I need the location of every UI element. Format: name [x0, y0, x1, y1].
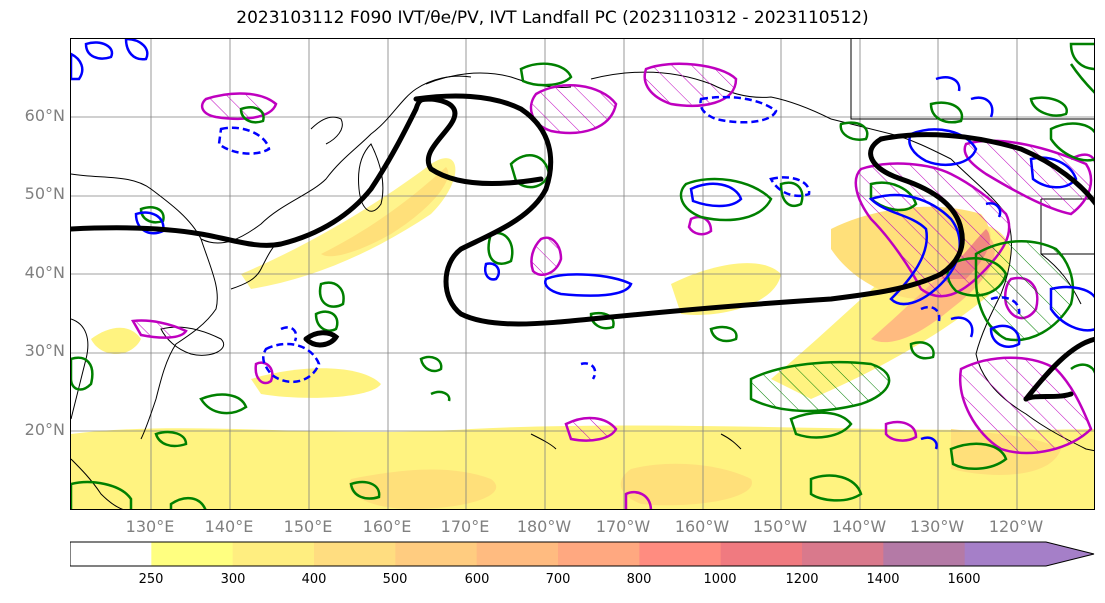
- colorbar: [69, 541, 1095, 571]
- colorbar-tick-400: 400: [301, 572, 327, 587]
- lon-label-180w: 180°W: [516, 517, 572, 536]
- colorbar-segment: [314, 542, 396, 566]
- colorbar-segment: [476, 542, 559, 566]
- landfall-pc-areas: [130, 62, 1094, 509]
- colorbar-segment: [232, 542, 315, 566]
- lon-label-150w: 150°W: [752, 517, 808, 536]
- pv-contours: [71, 39, 1094, 450]
- lon-label-160w: 160°W: [674, 517, 730, 536]
- colorbar-segment: [883, 542, 966, 566]
- colorbar-tick-300: 300: [220, 572, 246, 587]
- colorbar-tick-1400: 1400: [866, 572, 900, 587]
- lon-label-140e: 140°E: [204, 517, 254, 536]
- lon-label-150e: 150°E: [283, 517, 333, 536]
- colorbar-tick-1000: 1000: [703, 572, 737, 587]
- colorbar-segment: [720, 542, 803, 566]
- colorbar-segment: [639, 542, 722, 566]
- colorbar-segment: [802, 542, 884, 566]
- lat-label-40n: 40°N: [24, 263, 65, 282]
- colorbar-tick-1200: 1200: [785, 572, 819, 587]
- colorbar-extend-arrow: [964, 542, 1094, 566]
- lat-label-50n: 50°N: [24, 184, 65, 203]
- map-canvas: [71, 39, 1094, 509]
- colorbar-tick-700: 700: [545, 572, 571, 587]
- colorbar-segment: [151, 542, 234, 566]
- colorbar-tick-600: 600: [464, 572, 490, 587]
- theta-e-contours: [71, 42, 1094, 509]
- colorbar-tick-500: 500: [382, 572, 408, 587]
- lon-label-170w: 170°W: [595, 517, 651, 536]
- colorbar-tick-250: 250: [138, 572, 164, 587]
- colorbar-segment: [395, 542, 478, 566]
- colorbar-tick-800: 800: [626, 572, 652, 587]
- colorbar-svg: [69, 541, 1095, 567]
- lon-label-120w: 120°W: [988, 517, 1044, 536]
- lon-label-130w: 130°W: [909, 517, 965, 536]
- pv-dashed-contours: [217, 95, 1021, 384]
- lon-label-160e: 160°E: [362, 517, 412, 536]
- colorbar-tick-1600: 1600: [947, 572, 981, 587]
- lat-label-20n: 20°N: [24, 420, 65, 439]
- lon-label-140w: 140°W: [831, 517, 887, 536]
- lat-label-60n: 60°N: [24, 106, 65, 125]
- ivt-thick-contours: [71, 93, 1094, 402]
- map-panel: [70, 38, 1095, 510]
- lon-label-130e: 130°E: [125, 517, 175, 536]
- colorbar-segment: [558, 542, 640, 566]
- lon-label-170e: 170°E: [440, 517, 490, 536]
- map-title: 2023103112 F090 IVT/θe/PV, IVT Landfall …: [236, 8, 869, 28]
- lat-label-30n: 30°N: [24, 341, 65, 360]
- colorbar-segment: [70, 542, 152, 566]
